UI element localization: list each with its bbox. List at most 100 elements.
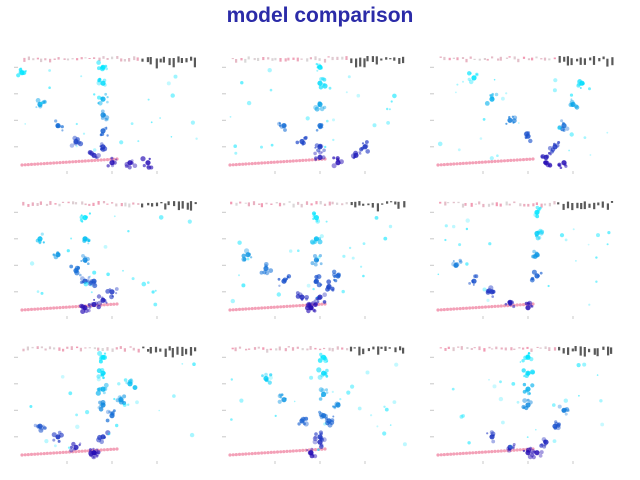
baseline-point — [320, 302, 324, 306]
noise-point — [150, 121, 153, 124]
baseline-point — [115, 302, 119, 306]
scatter-jitter — [38, 427, 44, 433]
panel-5 — [218, 185, 418, 325]
scatter-jitter — [322, 77, 327, 82]
baseline-point — [282, 160, 286, 164]
header-mark — [168, 346, 171, 351]
scatter-jitter — [88, 151, 92, 155]
noise-point — [461, 414, 465, 418]
scatter-jitter — [99, 355, 104, 360]
scatter-jitter — [581, 82, 585, 86]
header-mark — [79, 347, 82, 352]
baseline-point — [105, 158, 110, 162]
scatter-jitter — [314, 432, 318, 436]
header-mark — [527, 58, 531, 61]
baseline-point — [58, 451, 62, 455]
scatter-jitter — [102, 391, 106, 395]
baseline-point — [61, 160, 65, 164]
scatter-jitter — [106, 100, 109, 104]
scatter-jitter — [527, 300, 533, 306]
header-mark — [567, 347, 570, 355]
scatter-jitter — [119, 396, 122, 399]
baseline-point — [241, 307, 245, 311]
noise-point — [113, 397, 116, 401]
scatter-jitter — [70, 445, 73, 449]
noise-point — [40, 291, 44, 295]
header-mark — [346, 348, 349, 351]
baseline-point — [105, 448, 110, 452]
scatter-jitter — [148, 157, 151, 161]
baseline-point — [55, 451, 59, 455]
scatter-jitter — [560, 119, 564, 123]
header-mark — [491, 202, 494, 206]
header-mark — [84, 57, 87, 59]
scatter-jitter — [312, 214, 316, 218]
header-mark — [284, 348, 287, 352]
header-mark — [601, 201, 604, 208]
baseline-point — [102, 158, 106, 162]
scatter-jitter — [55, 125, 59, 128]
header-mark — [300, 203, 303, 208]
baseline-point — [71, 305, 75, 309]
scatter-jitter — [523, 375, 526, 378]
noise-point — [390, 100, 393, 103]
noise-point — [499, 380, 502, 384]
scatter-jitter — [38, 104, 43, 109]
header-mark — [142, 346, 145, 349]
scatter-jitter — [508, 116, 511, 119]
baseline-point — [436, 308, 440, 312]
panel-1 — [10, 40, 210, 180]
header-mark — [362, 203, 365, 206]
noise-point — [552, 88, 557, 93]
scatter-jitter — [317, 104, 320, 107]
baseline-point — [294, 304, 299, 308]
scatter-jitter — [313, 151, 317, 156]
noise-point — [82, 132, 86, 135]
scatter-jitter — [100, 373, 105, 377]
noise-point — [501, 96, 505, 101]
baseline-point — [272, 160, 276, 164]
scatter-jitter — [309, 239, 315, 245]
header-mark — [185, 348, 188, 355]
noise-point — [324, 145, 327, 149]
header-mark — [44, 58, 47, 61]
baseline-point — [525, 157, 529, 161]
scatter-jitter — [325, 391, 329, 394]
baseline-point — [285, 159, 289, 163]
scatter-jitter — [521, 359, 525, 363]
scatter-jitter — [319, 444, 324, 449]
baseline-point — [58, 161, 62, 165]
data-point — [37, 101, 43, 107]
scatter-jitter — [539, 271, 543, 275]
header-mark — [518, 347, 521, 349]
scatter-jitter — [92, 447, 95, 451]
header-mark — [397, 201, 400, 209]
header-mark — [367, 203, 370, 206]
header-mark — [176, 346, 179, 355]
noise-point — [238, 274, 240, 277]
scatter-plot-9 — [430, 346, 613, 464]
baseline-point — [80, 449, 84, 453]
scatter-jitter — [574, 105, 580, 110]
noise-point — [166, 81, 171, 86]
header-mark — [319, 201, 322, 205]
baseline-point — [518, 158, 522, 162]
scatter-plot-3 — [430, 56, 614, 174]
baseline-point — [506, 159, 510, 163]
noise-point — [370, 414, 373, 417]
baseline-point — [74, 450, 78, 454]
baseline-point — [58, 306, 62, 310]
header-mark — [297, 201, 300, 205]
baseline-point — [253, 306, 257, 310]
header-mark — [137, 203, 140, 205]
baseline-point — [442, 453, 446, 457]
noise-point — [75, 122, 78, 126]
header-mark — [576, 202, 579, 209]
baseline-point — [71, 160, 75, 164]
noise-point — [117, 382, 121, 386]
noise-point — [451, 387, 455, 391]
noise-point — [195, 137, 198, 140]
noise-point — [170, 136, 173, 138]
scatter-jitter — [579, 87, 582, 89]
baseline-point — [313, 448, 318, 452]
